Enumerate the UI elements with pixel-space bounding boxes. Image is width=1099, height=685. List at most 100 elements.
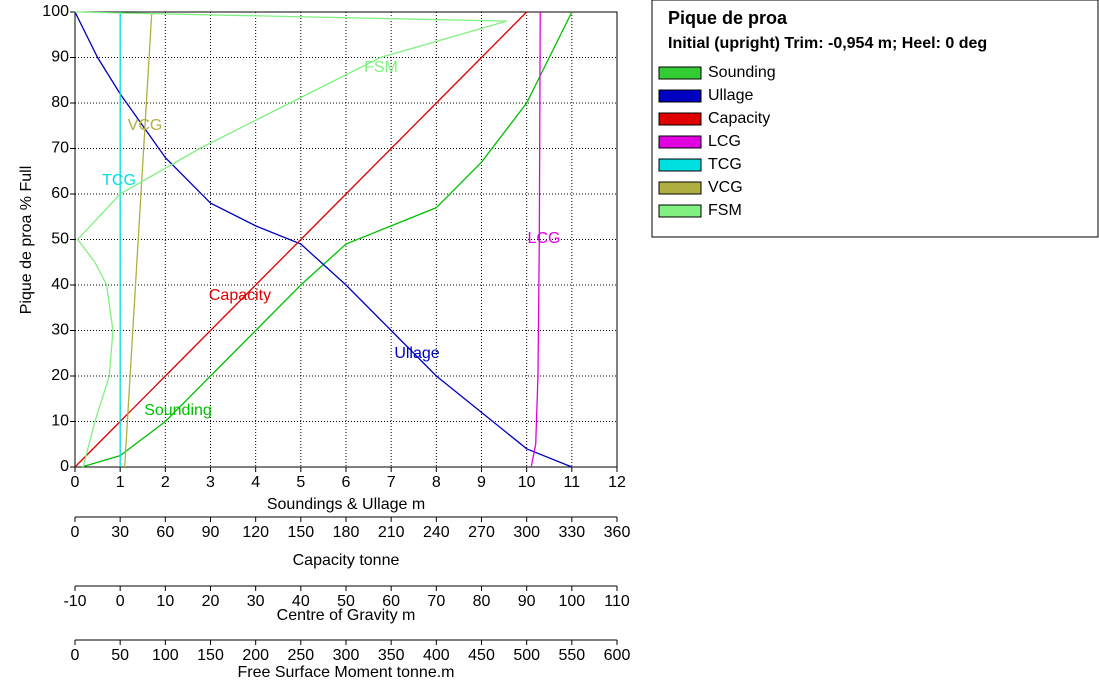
legend-label: TCG — [708, 156, 742, 173]
x-tick-label: 70 — [427, 593, 445, 610]
x-tick-label: 30 — [111, 524, 129, 541]
y-axis-label: Pique de proa % Full — [18, 166, 35, 315]
x-tick-label: 60 — [382, 593, 400, 610]
x-tick-label: 500 — [513, 647, 540, 664]
x-tick-label: -10 — [63, 593, 86, 610]
x-tick-label: 40 — [292, 593, 310, 610]
series-annotation: FSM — [364, 59, 398, 76]
legend-swatch — [658, 135, 702, 149]
x-tick-label: 8 — [432, 474, 441, 491]
x-tick-label: 4 — [251, 474, 260, 491]
x-tick-label: 0 — [71, 474, 80, 491]
x-tick-label: 150 — [197, 647, 224, 664]
legend-label: FSM — [708, 202, 742, 219]
legend-swatch — [658, 66, 702, 80]
y-tick-label: 60 — [51, 185, 69, 202]
x-tick-label: 6 — [342, 474, 351, 491]
series-annotation: Ullage — [394, 345, 439, 362]
plot-frame — [74, 11, 618, 468]
x-tick-label: 3 — [206, 474, 215, 491]
x-tick-label: 10 — [518, 474, 536, 491]
legend-swatch — [658, 89, 702, 103]
series-line — [530, 11, 541, 468]
x-tick-label: 150 — [287, 524, 314, 541]
y-tick-label: 90 — [51, 49, 69, 66]
x-tick-label: 7 — [387, 474, 396, 491]
x-tick-label: 120 — [242, 524, 269, 541]
legend-swatch — [658, 204, 702, 218]
y-tick-label: 100 — [42, 3, 69, 20]
series-annotation: LCG — [528, 230, 561, 247]
x-tick-label: 300 — [333, 647, 360, 664]
x-tick-label: 11 — [564, 474, 581, 491]
y-tick-label: 20 — [51, 367, 69, 384]
x-tick-label: 100 — [152, 647, 179, 664]
series-line — [81, 11, 573, 468]
x-tick-label: 330 — [558, 524, 585, 541]
x-tick-label: 100 — [558, 593, 585, 610]
x-tick-label: 450 — [468, 647, 495, 664]
x-tick-label: 240 — [423, 524, 450, 541]
x-tick-label: 50 — [337, 593, 355, 610]
x-tick-label: 400 — [423, 647, 450, 664]
x-tick-label: 50 — [111, 647, 129, 664]
x-tick-label: 90 — [518, 593, 536, 610]
y-tick-label: 30 — [51, 322, 69, 339]
series-line — [74, 11, 573, 468]
x-tick-label: 5 — [296, 474, 305, 491]
x-tick-label: 360 — [604, 524, 631, 541]
x-tick-label: 300 — [513, 524, 540, 541]
y-tick-label: 0 — [60, 458, 69, 475]
legend-label: Ullage — [708, 87, 753, 104]
legend-title: Pique de proa — [668, 8, 788, 28]
x-tick-label: 2 — [161, 474, 170, 491]
x-axis-label: Free Surface Moment tonne.m — [238, 664, 455, 681]
x-axis-label: Soundings & Ullage m — [267, 496, 425, 513]
x-tick-label: 9 — [477, 474, 486, 491]
x-tick-label: 180 — [333, 524, 360, 541]
y-tick-label: 80 — [51, 94, 69, 111]
x-tick-label: 1 — [116, 474, 125, 491]
x-tick-label: 0 — [71, 647, 80, 664]
series-line — [74, 11, 528, 468]
legend-label: Capacity — [708, 110, 770, 127]
y-tick-label: 40 — [51, 276, 69, 293]
x-tick-label: 270 — [468, 524, 495, 541]
y-tick-label: 10 — [51, 413, 69, 430]
x-axis-label: Capacity tonne — [293, 552, 400, 569]
x-tick-label: 0 — [71, 524, 80, 541]
x-tick-label: 210 — [378, 524, 405, 541]
x-tick-label: 90 — [202, 524, 220, 541]
x-tick-label: 12 — [608, 474, 626, 491]
series-annotation: Capacity — [209, 287, 271, 304]
x-tick-label: 550 — [558, 647, 585, 664]
legend-swatch — [658, 112, 702, 126]
x-tick-label: 0 — [116, 593, 125, 610]
legend-box — [651, 0, 1099, 238]
x-tick-label: 30 — [247, 593, 265, 610]
y-tick-label: 50 — [51, 231, 69, 248]
x-tick-label: 350 — [378, 647, 405, 664]
x-axis-label: Centre of Gravity m — [277, 607, 416, 624]
x-tick-label: 20 — [202, 593, 220, 610]
x-tick-label: 80 — [473, 593, 491, 610]
x-tick-label: 200 — [242, 647, 269, 664]
legend-label: VCG — [708, 179, 743, 196]
legend-label: LCG — [708, 133, 741, 150]
series-line — [74, 11, 507, 468]
x-tick-label: 110 — [604, 593, 630, 610]
series-annotation: Sounding — [144, 402, 212, 419]
legend-swatch — [658, 181, 702, 195]
series-annotation: TCG — [102, 172, 136, 189]
x-tick-label: 60 — [156, 524, 174, 541]
legend-swatch — [658, 158, 702, 172]
legend-subtitle: Initial (upright) Trim: -0,954 m; Heel: … — [668, 35, 987, 52]
legend-label: Sounding — [708, 64, 776, 81]
series-annotation: VCG — [128, 117, 163, 134]
series-line — [124, 11, 153, 468]
x-tick-label: 600 — [604, 647, 631, 664]
y-tick-label: 70 — [51, 140, 69, 157]
x-tick-label: 10 — [156, 593, 174, 610]
x-tick-label: 250 — [287, 647, 314, 664]
